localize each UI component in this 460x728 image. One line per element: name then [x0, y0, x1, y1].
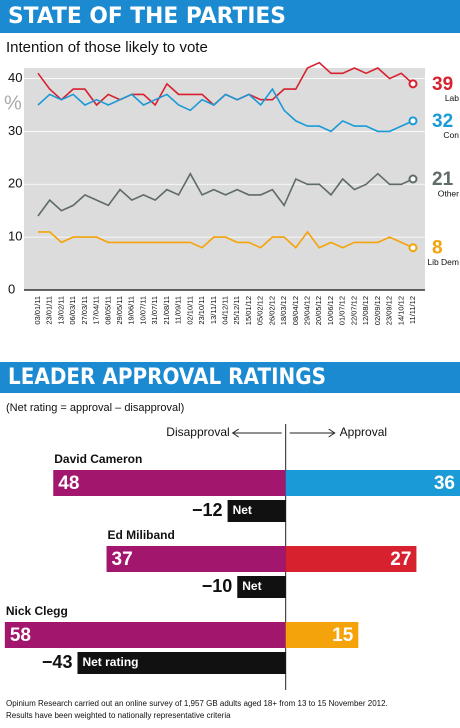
category-label: Ed Miliband — [108, 528, 175, 542]
x-tick-label: 23/10/11 — [197, 296, 206, 325]
bar-value-label: 48 — [58, 473, 79, 494]
end-value-label: 32 — [432, 111, 453, 132]
y-axis-label: % — [4, 92, 22, 114]
net-label: Net — [242, 579, 261, 593]
bar — [285, 470, 460, 496]
x-tick-label: 19/06/11 — [127, 296, 136, 325]
y-tick-label: 10 — [8, 229, 22, 244]
legend-label: Lab — [445, 93, 459, 103]
bar — [4, 622, 286, 648]
category-label: Nick Clegg — [6, 604, 68, 618]
bar-value-label: 36 — [434, 473, 455, 494]
end-value-label: 21 — [432, 169, 454, 190]
net-value-label: −10 — [202, 576, 233, 596]
net-value-label: −43 — [42, 652, 73, 672]
bar — [106, 546, 286, 572]
legend-label: Disapproval — [166, 425, 229, 439]
x-tick-label: 08/05/11 — [103, 296, 112, 325]
banner — [0, 362, 460, 393]
x-tick-label: 15/01/12 — [244, 296, 253, 325]
x-tick-label: 29/05/11 — [115, 296, 124, 325]
x-tick-label: 06/03/11 — [68, 296, 77, 325]
y-tick-label: 0 — [8, 281, 15, 296]
y-tick-label: 40 — [8, 70, 22, 85]
x-tick-label: 11/11/12 — [408, 296, 417, 324]
net-bar — [227, 500, 286, 522]
x-tick-label: 13/02/11 — [56, 296, 65, 325]
x-tick-label: 29/04/12 — [303, 296, 312, 325]
bar-value-label: 15 — [332, 625, 354, 646]
bar-value-label: 37 — [112, 549, 133, 570]
x-tick-label: 05/02/12 — [256, 296, 265, 325]
x-tick-label: 20/05/12 — [314, 296, 323, 325]
x-tick-label: 26/02/12 — [267, 296, 276, 325]
bar-value-label: 58 — [10, 625, 31, 646]
x-tick-label: 04/12/11 — [220, 296, 229, 325]
series-line — [38, 230, 414, 249]
net-bar — [237, 576, 286, 598]
x-tick-label: 21/08/11 — [162, 296, 171, 325]
end-dot — [408, 79, 418, 89]
net-bar — [77, 652, 286, 674]
x-tick-label: 02/10/11 — [185, 296, 194, 325]
y-tick-label: 30 — [8, 123, 22, 138]
note: (Net rating = approval – disapproval) — [6, 402, 184, 414]
x-tick-label: 14/10/12 — [396, 296, 405, 325]
x-tick-label: 22/07/12 — [349, 296, 358, 325]
chart-title: LEADER APPROVAL RATINGS — [8, 365, 326, 390]
plot-background — [24, 68, 425, 290]
banner — [0, 0, 460, 33]
x-tick-label: 27/03/11 — [80, 296, 89, 325]
end-value-label: 8 — [432, 238, 443, 259]
category-label: David Cameron — [54, 452, 142, 466]
x-tick-label: 12/08/12 — [361, 296, 370, 325]
x-tick-label: 11/09/11 — [174, 296, 183, 324]
end-dot — [408, 116, 418, 126]
x-tick-label: 31/07/11 — [150, 296, 159, 325]
legend-label: Approval — [340, 425, 387, 439]
x-tick-label: 23/01/11 — [45, 296, 54, 325]
bar — [53, 470, 286, 496]
arrow — [289, 428, 336, 438]
x-tick-label: 01/07/12 — [338, 296, 347, 325]
x-tick-label: 02/09/12 — [373, 296, 382, 325]
footnote: Opinium Research carried out an online s… — [6, 699, 388, 708]
end-dot — [408, 174, 418, 184]
bar-value-label: 27 — [390, 549, 411, 570]
x-tick-label: 25/12/11 — [232, 296, 241, 325]
x-tick-label: 23/09/12 — [385, 296, 394, 325]
footnote: Results have been weighted to nationally… — [6, 711, 231, 720]
x-tick-label: 08/04/12 — [291, 296, 300, 325]
subtitle: Intention of those likely to vote — [6, 39, 208, 56]
x-tick-label: 10/07/11 — [138, 296, 147, 325]
x-tick-label: 18/03/12 — [279, 296, 288, 325]
legend-label: Lib Dem — [427, 257, 459, 267]
net-label: Net rating — [82, 655, 138, 669]
x-tick-label: 13/11/11 — [209, 296, 218, 324]
chart-title: STATE OF THE PARTIES — [8, 4, 286, 29]
net-value-label: −12 — [192, 500, 223, 520]
x-tick-label: 10/06/12 — [326, 296, 335, 325]
end-dot — [408, 243, 418, 253]
y-tick-label: 20 — [8, 176, 22, 191]
x-tick-label: 17/04/11 — [92, 296, 101, 325]
net-label: Net — [233, 503, 252, 517]
series-line — [37, 87, 414, 133]
arrow — [231, 428, 282, 438]
bar — [285, 546, 417, 572]
series-line — [37, 172, 414, 217]
bar — [285, 622, 359, 648]
legend-label: Other — [438, 188, 459, 198]
end-value-label: 39 — [432, 74, 453, 95]
legend-label: Con — [443, 130, 459, 140]
x-tick-label: 03/01/11 — [33, 296, 42, 325]
